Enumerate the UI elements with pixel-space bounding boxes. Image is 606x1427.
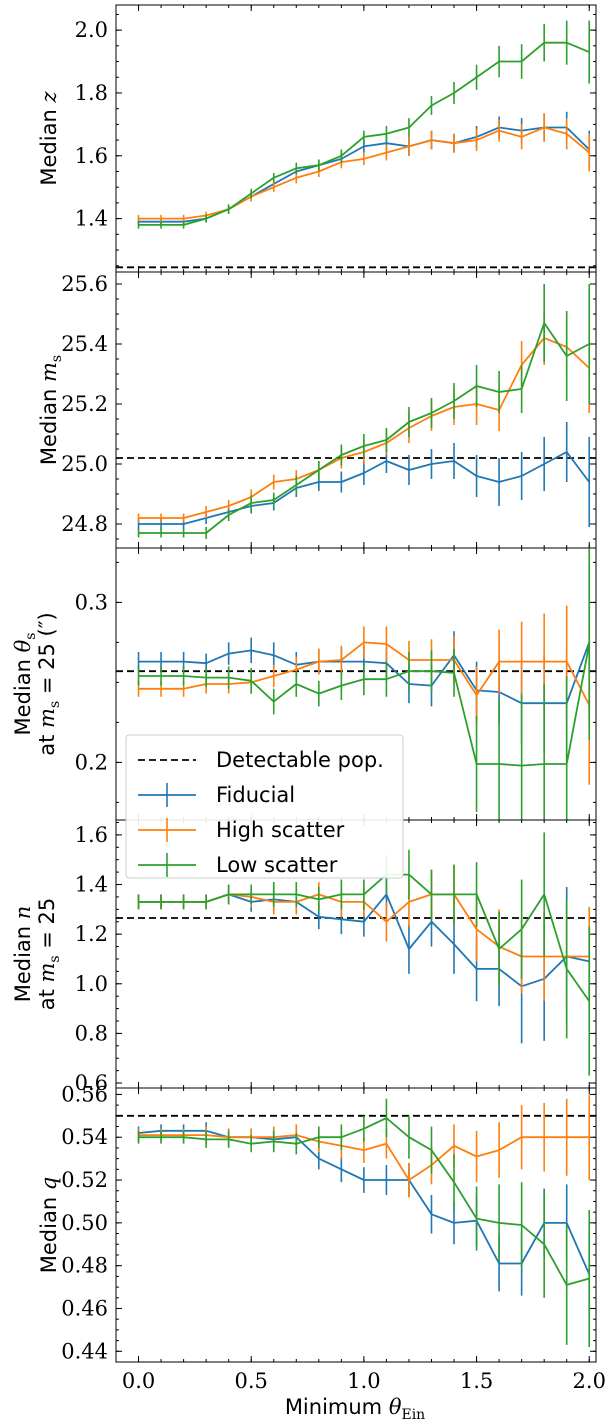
panel-frame <box>115 1087 597 1363</box>
y-axis-label: Median q <box>37 1177 61 1274</box>
panels-group: 1.4 1.6 1.8 2.0 Median z 24.8 25.0 25.2 25.4 25.6… <box>11 4 597 1363</box>
series-line <box>138 641 590 706</box>
legend-item-fiducial: Fiducial <box>138 783 295 807</box>
y-tick-label: 2.0 <box>75 18 108 42</box>
y-tick-label: 25.2 <box>61 392 108 416</box>
legend-label: Detectable pop. <box>216 748 384 772</box>
legend-label: Low scatter <box>216 853 338 877</box>
series-low-scatter <box>137 1098 591 1348</box>
x-tick-label: 0.0 <box>122 1369 155 1393</box>
series-line <box>138 1117 590 1286</box>
legend-item-low-scatter: Low scatter <box>138 853 338 877</box>
y-axis-label-line2: at ms = 25 (″) <box>35 612 63 756</box>
y-tick-label: 24.8 <box>61 512 108 536</box>
series-low-scatter <box>137 284 591 539</box>
y-tick-label: 0.6 <box>75 1071 108 1095</box>
x-axis-label: Minimum θEin <box>285 1395 425 1423</box>
y-tick-label: 0.46 <box>61 1296 108 1320</box>
series-line <box>138 1134 590 1181</box>
y-axis-label: Median θs <box>11 633 39 736</box>
y-tick-label: 0.8 <box>75 1021 108 1045</box>
legend-item-high-scatter: High scatter <box>138 818 345 842</box>
series-line <box>138 873 590 1002</box>
y-tick-label: 1.6 <box>75 823 108 847</box>
series-line <box>138 1129 591 1275</box>
series-line <box>138 322 590 534</box>
series-low-scatter <box>137 20 591 229</box>
y-tick-label: 0.2 <box>75 750 108 774</box>
panel-4: 0.6 0.8 1.0 1.2 1.4 1.6 Median nat ms = 25 <box>11 819 597 1095</box>
panel-frame <box>115 271 597 549</box>
series-fiducial <box>137 422 591 530</box>
y-axis-label: Median ms <box>37 355 65 465</box>
panel-frame <box>115 4 597 273</box>
y-tick-label: 1.4 <box>75 207 108 231</box>
y-tick-label: 1.2 <box>75 922 108 946</box>
legend-frame <box>125 734 404 879</box>
y-tick-label: 1.4 <box>75 873 108 897</box>
series-line <box>138 451 590 525</box>
panel-5: 0.44 0.46 0.48 0.50 0.52 0.54 0.56 Median q <box>37 1082 597 1363</box>
y-tick-label: 0.56 <box>61 1082 108 1106</box>
x-tick-label: 0.5 <box>235 1369 268 1393</box>
series-low-scatter <box>137 548 591 820</box>
y-axis-label: Median n <box>11 906 35 1003</box>
y-axis-label: Median z <box>37 91 61 186</box>
y-tick-label: 1.6 <box>75 144 108 168</box>
y-tick-label: 0.3 <box>75 590 108 614</box>
y-tick-label: 1.0 <box>75 972 108 996</box>
panel-2: 24.8 25.0 25.2 25.4 25.6 Median ms <box>37 271 597 549</box>
legend-item-detectable-pop: Detectable pop. <box>138 748 384 772</box>
legend-items: Detectable pop. Fiducial High scatter Low s… <box>138 748 384 877</box>
series-low-scatter <box>137 832 591 1076</box>
y-tick-label: 25.6 <box>61 272 108 296</box>
series-high-scatter <box>137 113 591 223</box>
legend-label: High scatter <box>216 818 345 842</box>
legend-label: Fiducial <box>216 783 295 807</box>
y-tick-label: 25.0 <box>61 452 108 476</box>
y-tick-label: 0.44 <box>61 1339 108 1363</box>
y-tick-label: 0.52 <box>61 1168 108 1192</box>
y-tick-label: 0.50 <box>61 1211 108 1235</box>
x-axis-group: Minimum θEin 0.0 0.5 1.0 1.5 2.0 <box>122 1369 606 1423</box>
series-line <box>138 126 590 220</box>
y-tick-label: 1.8 <box>75 81 108 105</box>
series-line <box>138 642 591 705</box>
y-tick-label: 0.48 <box>61 1254 108 1278</box>
y-tick-label: 0.54 <box>61 1125 108 1149</box>
x-tick-label: 1.0 <box>347 1369 380 1393</box>
y-axis-label-line2: at ms = 25 <box>35 898 63 1011</box>
series-line <box>138 41 590 226</box>
x-tick-label: 2.0 <box>573 1369 606 1393</box>
panel-1: 1.4 1.6 1.8 2.0 Median z <box>37 4 597 273</box>
x-tick-label: 1.5 <box>460 1369 493 1393</box>
legend: Detectable pop. Fiducial High scatter Low s… <box>125 734 404 879</box>
y-tick-label: 25.4 <box>61 332 108 356</box>
series-line <box>138 643 591 767</box>
